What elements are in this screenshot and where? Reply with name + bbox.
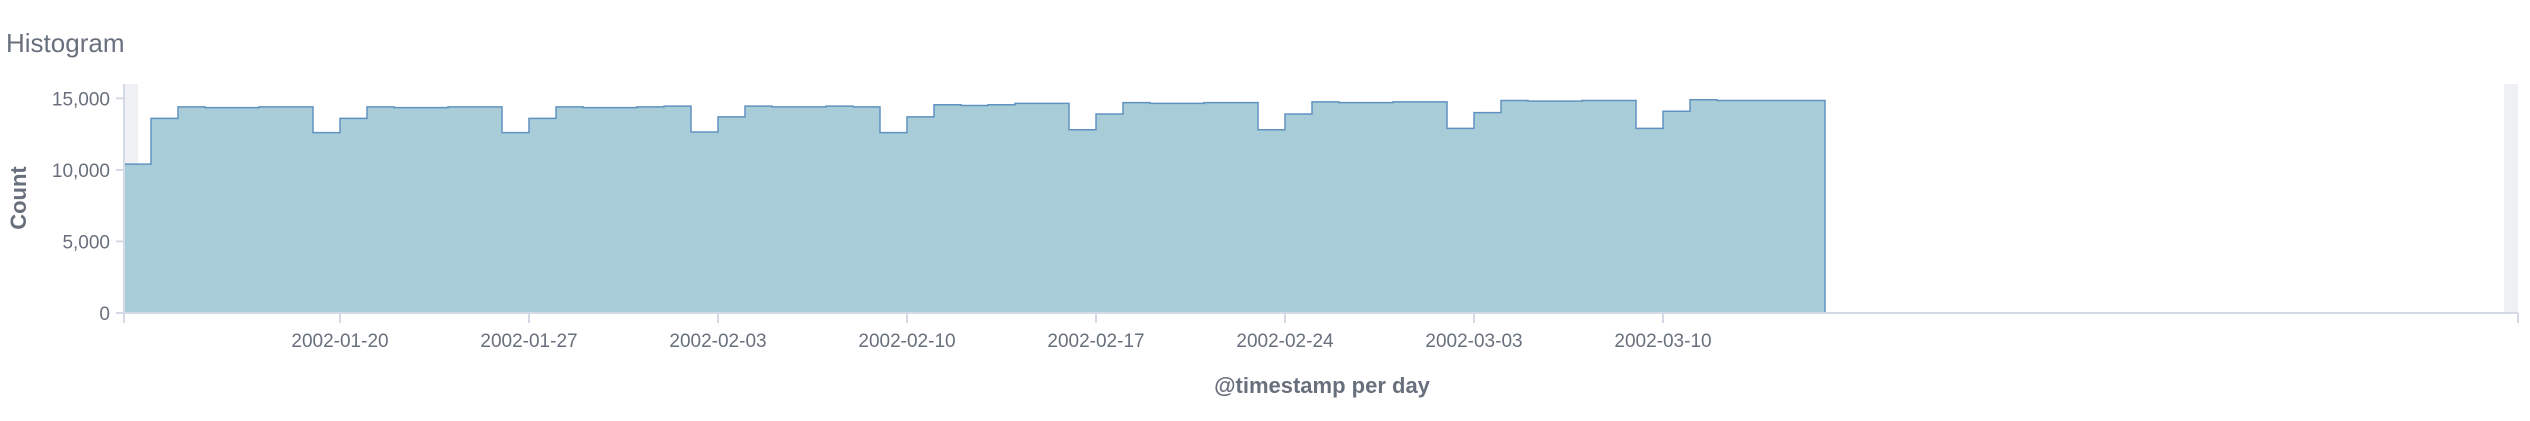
- histogram-bar[interactable]: [1285, 114, 1312, 313]
- chart-axes: [123, 84, 2518, 314]
- histogram-bar[interactable]: [232, 108, 259, 313]
- histogram-bar[interactable]: [880, 133, 907, 313]
- histogram-bar[interactable]: [826, 106, 853, 313]
- histogram-bar[interactable]: [1150, 103, 1177, 313]
- histogram-bar[interactable]: [1177, 103, 1204, 313]
- right-edge-band: [2504, 84, 2518, 313]
- histogram-bar[interactable]: [1609, 100, 1636, 313]
- histogram-bar[interactable]: [448, 107, 475, 313]
- x-tick-label: 2002-03-03: [1425, 331, 1522, 352]
- histogram-bar[interactable]: [124, 164, 151, 313]
- x-tick-label: 2002-01-20: [291, 331, 388, 352]
- histogram-bar[interactable]: [1717, 100, 1744, 313]
- histogram-bar[interactable]: [1474, 113, 1501, 313]
- panel-title: Histogram: [6, 28, 125, 58]
- y-tick-label: 15,000: [52, 89, 110, 110]
- histogram-bar[interactable]: [1339, 103, 1366, 313]
- histogram-area-path[interactable]: [123, 98, 1826, 314]
- histogram-bar[interactable]: [583, 108, 610, 313]
- y-axis-ticks: 0 5,000 10,000 15,000: [52, 89, 124, 325]
- histogram-bar[interactable]: [1204, 103, 1231, 313]
- histogram-bar[interactable]: [1420, 102, 1447, 313]
- histogram-bar[interactable]: [259, 107, 286, 313]
- histogram-bar[interactable]: [421, 108, 448, 313]
- y-axis-title: Count: [6, 166, 31, 230]
- x-tick-label: 2002-02-10: [858, 331, 955, 352]
- histogram-bar[interactable]: [367, 107, 394, 313]
- histogram-bar[interactable]: [1231, 103, 1258, 313]
- histogram-bar[interactable]: [394, 108, 421, 313]
- histogram-bar[interactable]: [1771, 100, 1798, 313]
- histogram-bar[interactable]: [1501, 100, 1528, 313]
- histogram-bar[interactable]: [1663, 111, 1690, 313]
- histogram-bar[interactable]: [1312, 102, 1339, 313]
- histogram-bar[interactable]: [1069, 130, 1096, 313]
- histogram-bar[interactable]: [1258, 130, 1285, 313]
- histogram-bar[interactable]: [1744, 100, 1771, 313]
- histogram-bar[interactable]: [610, 108, 637, 313]
- histogram-bar[interactable]: [988, 105, 1015, 313]
- x-tick-label: 2002-02-03: [669, 331, 766, 352]
- histogram-bar[interactable]: [961, 105, 988, 313]
- histogram-bar[interactable]: [772, 107, 799, 313]
- histogram-bar[interactable]: [907, 117, 934, 313]
- histogram-bar[interactable]: [1096, 114, 1123, 313]
- histogram-bars: [124, 100, 1825, 313]
- histogram-bar[interactable]: [340, 118, 367, 313]
- histogram-bar[interactable]: [853, 107, 880, 313]
- histogram-bar[interactable]: [1555, 101, 1582, 313]
- histogram-bar[interactable]: [313, 133, 340, 313]
- y-tick-label: 10,000: [52, 161, 110, 182]
- histogram-bar[interactable]: [1690, 100, 1717, 313]
- histogram-bar[interactable]: [745, 106, 772, 313]
- x-tick-label: 2002-02-24: [1236, 331, 1334, 352]
- histogram-bar[interactable]: [1582, 100, 1609, 313]
- histogram-bar[interactable]: [178, 107, 205, 313]
- histogram-bar[interactable]: [1042, 103, 1069, 313]
- histogram-bar[interactable]: [1123, 103, 1150, 313]
- histogram-bar[interactable]: [1636, 128, 1663, 313]
- histogram-bar[interactable]: [664, 106, 691, 313]
- histogram-bar[interactable]: [1015, 103, 1042, 313]
- histogram-bar[interactable]: [1528, 101, 1555, 313]
- histogram-bar[interactable]: [1393, 102, 1420, 313]
- x-axis-ticks: 2002-01-20 2002-01-27 2002-02-03 2002-02-10…: [123, 313, 2519, 352]
- histogram-bar[interactable]: [556, 107, 583, 313]
- histogram-bar[interactable]: [151, 118, 178, 313]
- histogram-bar[interactable]: [637, 107, 664, 313]
- x-axis-title: @timestamp per day: [1214, 373, 1431, 398]
- y-tick-label: 5,000: [62, 232, 110, 253]
- histogram-bar[interactable]: [529, 118, 556, 313]
- histogram-area[interactable]: [123, 98, 1826, 314]
- histogram-bar[interactable]: [502, 133, 529, 313]
- histogram-bar[interactable]: [475, 107, 502, 313]
- histogram-bar[interactable]: [1798, 100, 1825, 313]
- histogram-bar[interactable]: [205, 108, 232, 313]
- x-tick-label: 2002-03-10: [1614, 331, 1711, 352]
- histogram-bar[interactable]: [718, 117, 745, 313]
- histogram-bar[interactable]: [934, 105, 961, 313]
- histogram-bar[interactable]: [1447, 128, 1474, 313]
- histogram-bar[interactable]: [799, 107, 826, 313]
- y-tick-label: 0: [99, 304, 110, 325]
- x-tick-label: 2002-02-17: [1047, 331, 1144, 352]
- x-tick-label: 2002-01-27: [480, 331, 577, 352]
- histogram-bar[interactable]: [286, 107, 313, 313]
- histogram-bar[interactable]: [1366, 103, 1393, 313]
- histogram-bar[interactable]: [691, 132, 718, 313]
